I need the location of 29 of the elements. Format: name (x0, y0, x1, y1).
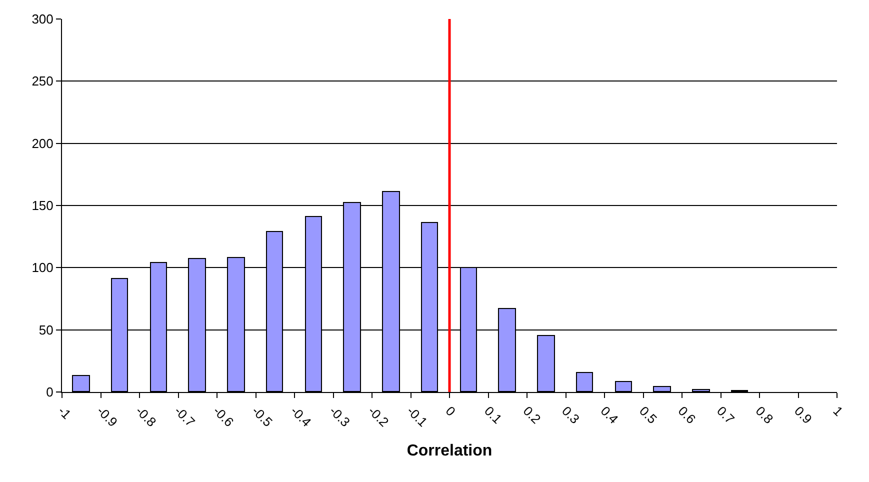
x-tick-label: 1 (830, 403, 846, 419)
x-tick-label: 0.2 (520, 403, 544, 427)
y-tick-label: 250 (32, 74, 54, 89)
x-tick-label: -0.8 (132, 403, 160, 430)
x-tick-label: -0.1 (404, 403, 430, 430)
y-tick-label: 50 (38, 322, 54, 338)
x-tick-label: 0.4 (598, 403, 622, 427)
y-tick-label: 300 (32, 12, 54, 27)
y-tick-label: 150 (32, 198, 54, 214)
x-tick-label: -0.7 (172, 403, 198, 430)
x-tick-label: 0 (442, 403, 459, 419)
y-tick-label: 100 (32, 260, 54, 276)
y-tick-label: 200 (32, 136, 54, 151)
x-tick-label: 0.8 (752, 403, 776, 427)
x-tick-label: 0.1 (482, 403, 505, 427)
x-axis-title: Correlation (406, 442, 492, 460)
x-tick-label: 0.9 (792, 403, 815, 427)
y-tick-label: 0 (46, 384, 54, 400)
x-tick-label: 0.3 (559, 403, 582, 427)
x-tick-label: -0.3 (326, 403, 353, 430)
x-tick-label: 0.6 (675, 403, 699, 427)
x-tick-label: -0.2 (365, 403, 392, 430)
x-tick-label: -0.6 (210, 403, 237, 430)
x-tick-label: -0.4 (288, 403, 314, 430)
x-tick-label: -1 (55, 403, 74, 422)
x-tick-label: 0.5 (636, 403, 660, 427)
x-tick-label: -0.9 (94, 403, 120, 430)
x-tick-label: 0.7 (714, 403, 738, 427)
x-tick-label: -0.5 (249, 403, 276, 430)
